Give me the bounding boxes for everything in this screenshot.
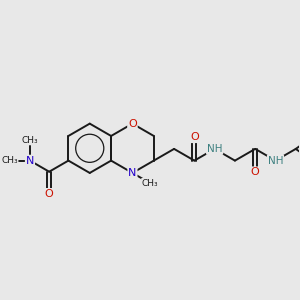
Text: NH: NH <box>268 156 283 166</box>
Text: N: N <box>26 156 34 166</box>
Text: O: O <box>251 167 260 177</box>
Text: O: O <box>128 118 137 129</box>
Text: CH₃: CH₃ <box>142 179 159 188</box>
Text: N: N <box>128 168 136 178</box>
Text: O: O <box>45 189 54 199</box>
Text: CH₃: CH₃ <box>22 136 38 145</box>
Text: O: O <box>190 132 199 142</box>
Text: CH₃: CH₃ <box>1 156 18 165</box>
Text: NH: NH <box>207 144 222 154</box>
